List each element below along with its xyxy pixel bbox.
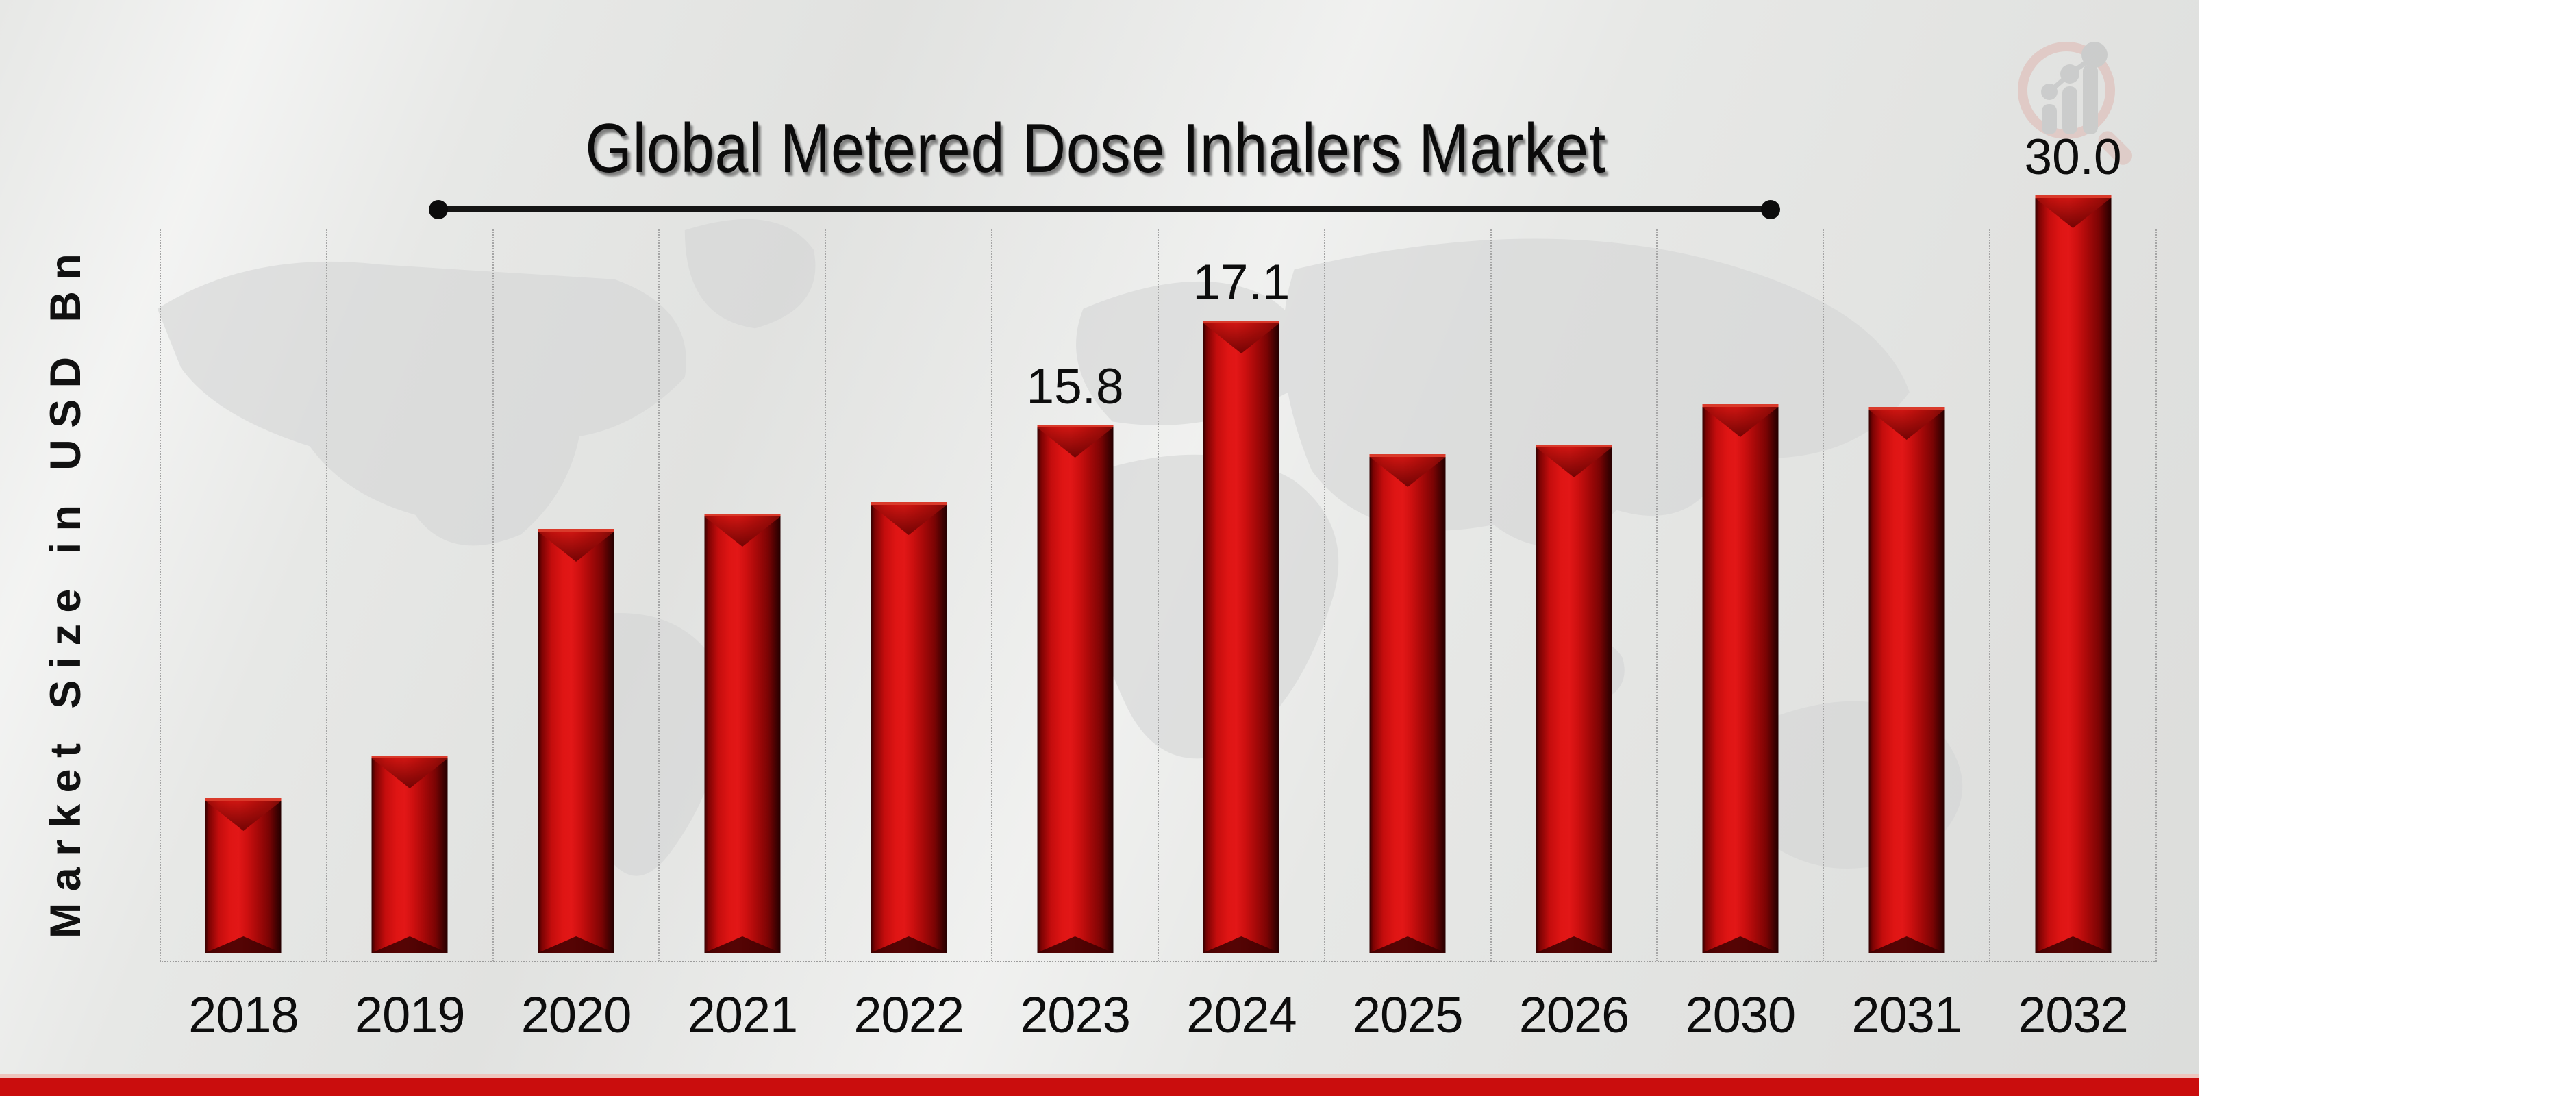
data-label-2024: 17.1 bbox=[1192, 255, 1290, 310]
bar-bottom-bevel bbox=[1203, 936, 1279, 953]
category-slot-2020: 2020 bbox=[492, 229, 659, 1043]
category-slot-2025: 2025 bbox=[1323, 229, 1490, 1043]
data-label-2023: 15.8 bbox=[1026, 359, 1124, 414]
x-tick-2018: 2018 bbox=[188, 986, 299, 1043]
underline-right-dot bbox=[1761, 199, 1780, 219]
category-slot-2022: 2022 bbox=[825, 229, 991, 1043]
x-tick-2019: 2019 bbox=[354, 986, 466, 1043]
bar-top-bevel bbox=[538, 532, 614, 562]
bar-bottom-bevel bbox=[538, 936, 614, 953]
bar-bottom-bevel bbox=[205, 936, 282, 953]
bar-2022 bbox=[871, 502, 947, 953]
bar-2023: 15.8 bbox=[1027, 359, 1124, 953]
category-slot-2018: 2018 bbox=[160, 229, 326, 1043]
bar-2024: 17.1 bbox=[1192, 255, 1290, 953]
bar-bottom-bevel bbox=[1536, 936, 1612, 953]
bar-bottom-bevel bbox=[1868, 936, 1945, 953]
x-tick-2025: 2025 bbox=[1352, 986, 1464, 1043]
bar-2018 bbox=[205, 798, 282, 953]
bar-bottom-bevel bbox=[871, 936, 947, 953]
x-tick-2024: 2024 bbox=[1186, 986, 1297, 1043]
bar-top-bevel bbox=[2035, 198, 2112, 228]
growth-bars-icon bbox=[2042, 64, 2098, 134]
bar-top-bevel bbox=[704, 516, 781, 547]
bar-2030 bbox=[1702, 404, 1779, 953]
chart-background-panel: Global Metered Dose Inhalers Market Mark… bbox=[0, 0, 2199, 1096]
bar-2031 bbox=[1868, 407, 1945, 953]
bar-top-bevel bbox=[1536, 447, 1612, 477]
category-slot-2030: 2030 bbox=[1656, 229, 1823, 1043]
bar-2019 bbox=[371, 756, 448, 953]
category-slot-2023: 15.8 2023 bbox=[991, 229, 1158, 1043]
bar-top-bevel bbox=[1702, 407, 1779, 437]
bar-top-bevel bbox=[371, 758, 448, 788]
x-tick-2031: 2031 bbox=[1851, 986, 1962, 1043]
category-slot-2031: 2031 bbox=[1823, 229, 1989, 1043]
bar-top-bevel bbox=[871, 505, 947, 535]
chart-title: Global Metered Dose Inhalers Market bbox=[585, 110, 1607, 187]
data-label-2032: 30.0 bbox=[2024, 129, 2122, 185]
bar-top-bevel bbox=[1203, 323, 1279, 353]
title-underline bbox=[429, 199, 1780, 219]
category-slot-2019: 2019 bbox=[325, 229, 492, 1043]
chart-title-block: Global Metered Dose Inhalers Market bbox=[411, 110, 1781, 188]
bar-bottom-bevel bbox=[371, 936, 448, 953]
category-slot-2026: 2026 bbox=[1490, 229, 1657, 1043]
bar-bottom-bevel bbox=[1037, 936, 1114, 953]
footer-accent-bar bbox=[0, 1074, 2199, 1096]
bar-top-bevel bbox=[205, 801, 282, 831]
x-tick-2020: 2020 bbox=[521, 986, 632, 1043]
bar-bottom-bevel bbox=[1702, 936, 1779, 953]
plot-area: 2018 2019 2020 2021 2022 15.8 2023 17.1 2024 2025… bbox=[160, 129, 2157, 1043]
x-tick-2022: 2022 bbox=[853, 986, 964, 1043]
category-slot-2032: 30.0 2032 bbox=[1989, 129, 2157, 1043]
mrfr-logo bbox=[2018, 42, 2133, 165]
category-slot-2021: 2021 bbox=[658, 229, 825, 1043]
bar-bottom-bevel bbox=[2035, 936, 2112, 953]
bar-bottom-bevel bbox=[1369, 936, 1446, 953]
bar-2025 bbox=[1369, 454, 1446, 953]
x-tick-2021: 2021 bbox=[687, 986, 799, 1043]
bar-top-bevel bbox=[1037, 427, 1114, 458]
x-tick-2023: 2023 bbox=[1020, 986, 1131, 1043]
bar-2020 bbox=[538, 529, 614, 953]
bar-2032: 30.0 bbox=[2024, 129, 2122, 953]
bar-top-bevel bbox=[1369, 457, 1446, 487]
bar-top-bevel bbox=[1868, 410, 1945, 440]
x-tick-2026: 2026 bbox=[1518, 986, 1630, 1043]
bar-bottom-bevel bbox=[704, 936, 781, 953]
underline-left-dot bbox=[429, 199, 448, 219]
bar-2026 bbox=[1536, 445, 1612, 953]
y-axis-label: Market Size in USD Bn bbox=[42, 242, 90, 939]
bar-2021 bbox=[704, 514, 781, 953]
magnifier-icon bbox=[2018, 42, 2133, 165]
x-tick-2030: 2030 bbox=[1685, 986, 1797, 1043]
trend-line-icon bbox=[2041, 42, 2108, 100]
category-slot-2024: 17.1 2024 bbox=[1157, 229, 1324, 1043]
x-tick-2032: 2032 bbox=[2018, 986, 2129, 1043]
